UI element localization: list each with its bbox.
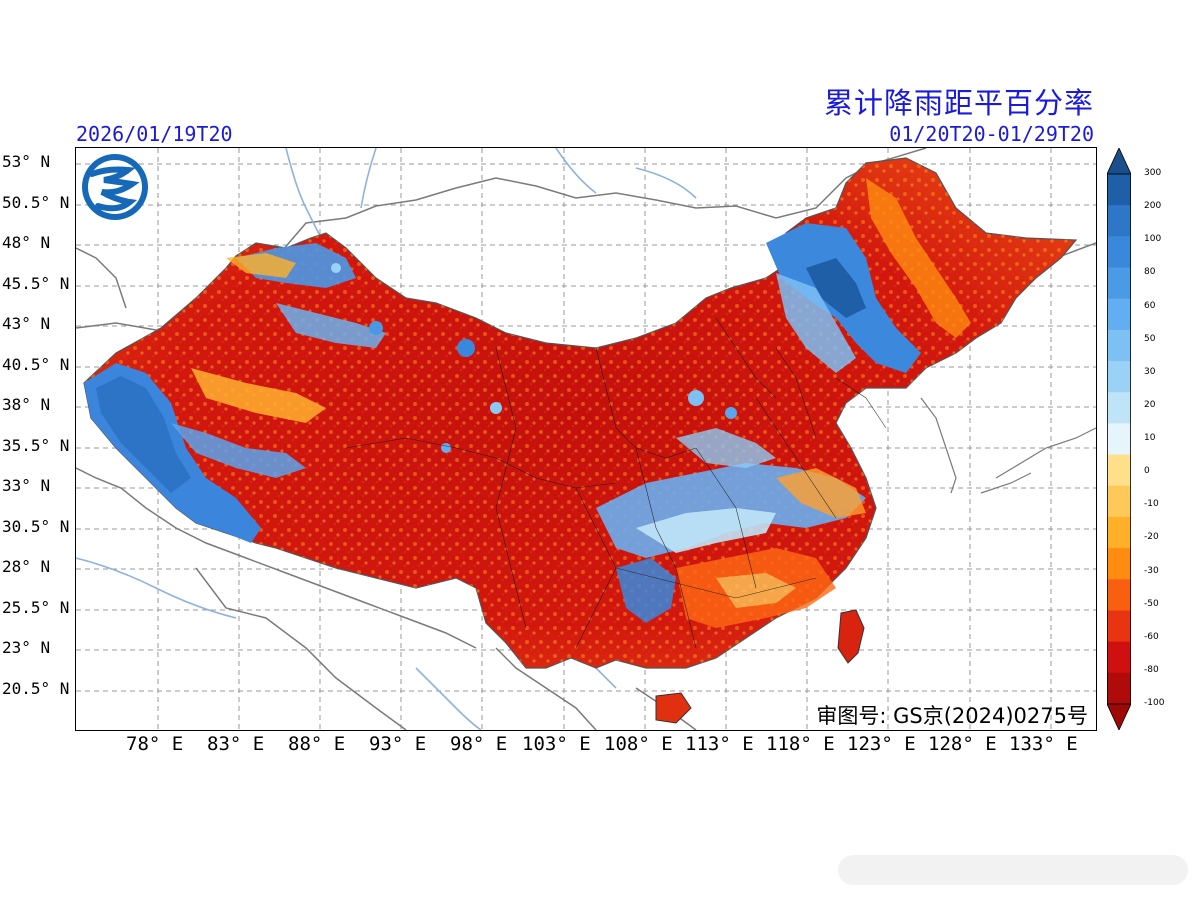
colorbar-segment (1107, 579, 1131, 611)
longitude-label: 78° E (126, 733, 184, 755)
longitude-label: 88° E (288, 733, 346, 755)
provider-logo-icon (82, 154, 148, 220)
latitude-label: 38° N (2, 395, 51, 414)
map-canvas (76, 148, 1096, 730)
colorbar-segment (1107, 641, 1131, 674)
watermark-icon (838, 855, 1188, 885)
colorbar-border (1107, 173, 1131, 705)
latitude-label: 53° N (2, 152, 51, 171)
longitude-label: 108° E (604, 733, 673, 755)
colorbar-tick-label: 60 (1144, 300, 1156, 311)
colorbar-tick-label: -50 (1144, 598, 1159, 609)
latitude-label: 20.5° N (2, 679, 70, 698)
colorbar-segment (1107, 454, 1131, 487)
taiwan-island (837, 609, 865, 664)
colorbar-tick-label: 300 (1144, 168, 1162, 178)
colorbar-segment (1107, 267, 1131, 300)
colorbar-tick-label: 30 (1144, 366, 1156, 377)
longitude-label: 103° E (522, 733, 591, 755)
colorbar-segment (1107, 174, 1131, 206)
colorbar-segment (1107, 205, 1131, 237)
latitude-label: 50.5° N (2, 193, 70, 212)
precipitation-anomaly-map: 审图号: GS京(2024)0275号 (75, 147, 1097, 731)
longitude-label: 133° E (1009, 733, 1078, 755)
colorbar-tick-label: 80 (1144, 267, 1156, 278)
colorbar-segment (1107, 610, 1131, 643)
colorbar-segment (1107, 329, 1131, 362)
longitude-label: 98° E (450, 733, 508, 755)
init-time-label: 2026/01/19T20 (76, 122, 233, 146)
latitude-label: 40.5° N (2, 355, 70, 374)
colorbar-tick-label: -100 (1144, 698, 1165, 708)
latitude-label: 23° N (2, 638, 51, 657)
map-approval-number: 审图号: GS京(2024)0275号 (816, 704, 1088, 728)
valid-range-label: 01/20T20-01/29T20 (889, 122, 1094, 146)
colorbar-segment (1107, 236, 1131, 269)
colorbar-tick-label: -30 (1144, 565, 1159, 576)
colorbar-segment (1107, 392, 1131, 424)
colorbar-segment (1107, 485, 1131, 518)
china-landmass (83, 157, 1078, 669)
east-coast-outline (920, 397, 1096, 494)
latitude-label: 45.5° N (2, 274, 70, 293)
colorbar-tick-label: 0 (1144, 466, 1150, 477)
longitude-label: 128° E (928, 733, 997, 755)
latitude-label: 35.5° N (2, 436, 70, 455)
map-title: 累计降雨距平百分率 (823, 86, 1094, 120)
colorbar-min-arrow (1107, 703, 1131, 730)
longitude-label: 93° E (369, 733, 427, 755)
colorbar-tick-label: -60 (1144, 631, 1159, 642)
latitude-label: 25.5° N (2, 598, 70, 617)
colorbar-tick-label: -10 (1144, 499, 1159, 510)
colorbar-tick-label: 100 (1144, 234, 1162, 245)
colorbar-tick-label: 10 (1144, 433, 1156, 443)
colorbar-tick-label: 200 (1144, 201, 1162, 212)
longitude-label: 123° E (847, 733, 916, 755)
latitude-label: 30.5° N (2, 517, 70, 536)
colorbar (1107, 148, 1131, 730)
colorbar-segment (1107, 423, 1131, 456)
province-borders (345, 317, 887, 649)
latitude-label: 48° N (2, 233, 51, 252)
colorbar-tick-label: -80 (1144, 664, 1159, 675)
latitude-label: 28° N (2, 557, 51, 576)
colorbar-segment (1107, 361, 1131, 393)
colorbar-segment (1107, 672, 1131, 705)
colorbar-max-arrow (1107, 148, 1131, 175)
latitude-label: 43° N (2, 314, 51, 333)
longitude-label: 113° E (685, 733, 754, 755)
colorbar-segment (1107, 516, 1131, 549)
hainan-island (655, 692, 692, 724)
longitude-label: 83° E (207, 733, 265, 755)
colorbar-tick-label: 50 (1144, 333, 1156, 344)
longitude-label: 118° E (766, 733, 835, 755)
colorbar-tick-label: -20 (1144, 532, 1159, 543)
latitude-label: 33° N (2, 476, 51, 495)
colorbar-segment (1107, 548, 1131, 580)
colorbar-tick-label: 20 (1144, 399, 1156, 410)
colorbar-segment (1107, 298, 1131, 331)
